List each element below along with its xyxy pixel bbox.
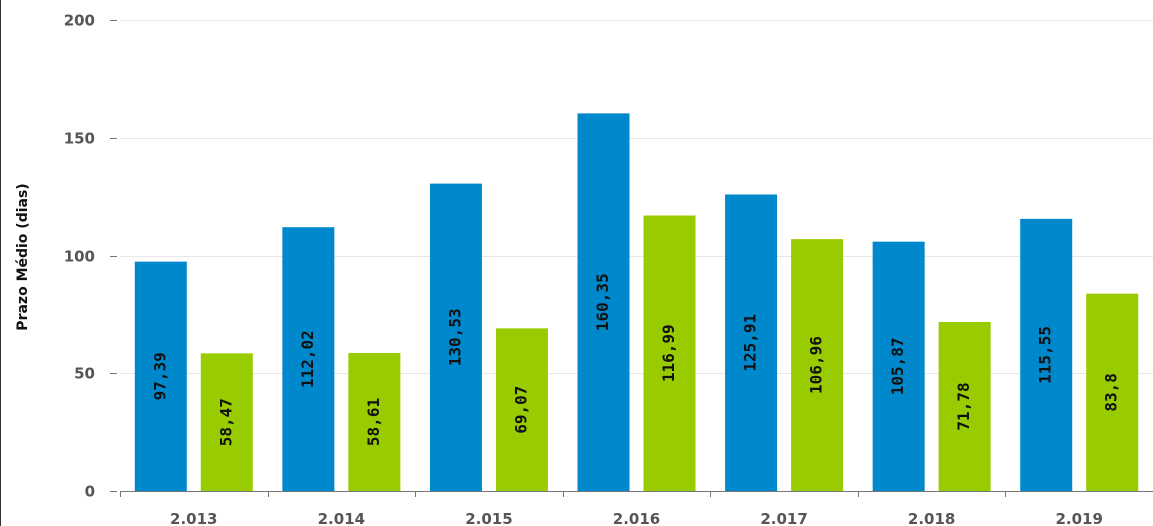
bar (429, 183, 482, 491)
bar (938, 321, 991, 491)
data-label: 58,61 (364, 398, 383, 446)
bar (134, 261, 187, 491)
x-axis: 2.013 2.014 2.015 2.016 2.017 2.018 2.019 (120, 491, 1153, 526)
bar (725, 194, 778, 492)
data-label: 69,07 (511, 386, 530, 434)
y-axis: 0 50 100 150 200 (64, 12, 117, 501)
data-label: 130,53 (445, 308, 464, 366)
bar (282, 227, 335, 491)
bar (1086, 293, 1139, 491)
x-tick-label: 2.018 (908, 510, 955, 526)
bar (348, 352, 401, 491)
data-label: 106,96 (807, 336, 826, 394)
data-label: 125,91 (741, 314, 760, 372)
data-label: 115,55 (1036, 326, 1055, 384)
x-tick-label: 2.019 (1055, 510, 1102, 526)
data-label: 105,87 (888, 337, 907, 395)
y-tick-label: 50 (74, 365, 95, 383)
data-label: 83,8 (1102, 373, 1121, 412)
y-tick-label: 200 (64, 12, 95, 30)
y-tick-label: 100 (64, 248, 95, 266)
x-tick-label: 2.015 (465, 510, 512, 526)
data-label: 112,02 (298, 330, 317, 388)
y-tick-label: 150 (64, 130, 95, 148)
x-tick-label: 2.014 (318, 510, 365, 526)
data-label: 116,99 (659, 324, 678, 382)
y-axis-title: Prazo Médio (dias) (15, 183, 31, 330)
x-tick-label: 2.013 (170, 510, 217, 526)
bar (791, 239, 844, 491)
data-label: 71,78 (954, 382, 973, 430)
x-tick-label: 2.016 (613, 510, 660, 526)
bars (134, 113, 1139, 492)
data-labels: 97,39 58,47 112,02 58,61 130,53 69,07 160,35 11… (150, 273, 1120, 446)
bar (577, 113, 630, 492)
data-label: 97,39 (150, 352, 169, 400)
x-tick-label: 2.017 (760, 510, 807, 526)
data-label: 160,35 (593, 273, 612, 331)
bar (1020, 218, 1073, 491)
bar (872, 241, 925, 491)
y-tick-label: 0 (85, 483, 95, 501)
bar (495, 328, 548, 491)
data-label: 58,47 (216, 398, 235, 446)
bar (200, 353, 253, 491)
bar (643, 215, 696, 491)
